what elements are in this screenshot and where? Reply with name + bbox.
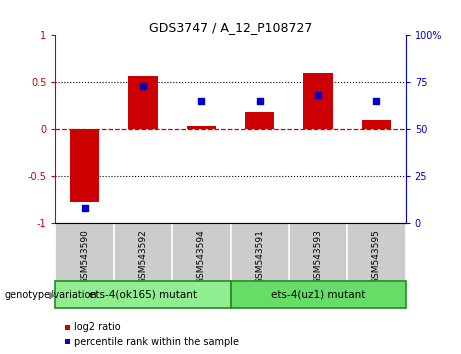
Text: percentile rank within the sample: percentile rank within the sample bbox=[74, 337, 239, 347]
Text: ▶: ▶ bbox=[49, 290, 57, 300]
Text: GSM543595: GSM543595 bbox=[372, 229, 381, 284]
Text: GSM543593: GSM543593 bbox=[313, 229, 323, 284]
Text: genotype/variation: genotype/variation bbox=[5, 290, 97, 300]
Title: GDS3747 / A_12_P108727: GDS3747 / A_12_P108727 bbox=[149, 21, 312, 34]
Bar bbox=[303, 73, 333, 129]
Bar bbox=[128, 76, 158, 129]
Text: ets-4(uz1) mutant: ets-4(uz1) mutant bbox=[271, 290, 365, 300]
Point bbox=[256, 98, 263, 104]
Point bbox=[81, 205, 88, 211]
Point bbox=[314, 93, 322, 98]
Text: GSM543592: GSM543592 bbox=[138, 229, 148, 284]
Point bbox=[373, 98, 380, 104]
Bar bbox=[362, 120, 391, 129]
Bar bbox=[245, 112, 274, 129]
Bar bbox=[70, 129, 99, 202]
Text: GSM543590: GSM543590 bbox=[80, 229, 89, 284]
Bar bbox=[187, 126, 216, 129]
Text: GSM543591: GSM543591 bbox=[255, 229, 264, 284]
Text: GSM543594: GSM543594 bbox=[197, 229, 206, 284]
Point bbox=[198, 98, 205, 104]
Text: ets-4(ok165) mutant: ets-4(ok165) mutant bbox=[89, 290, 197, 300]
Point bbox=[139, 83, 147, 89]
Text: log2 ratio: log2 ratio bbox=[74, 322, 120, 332]
